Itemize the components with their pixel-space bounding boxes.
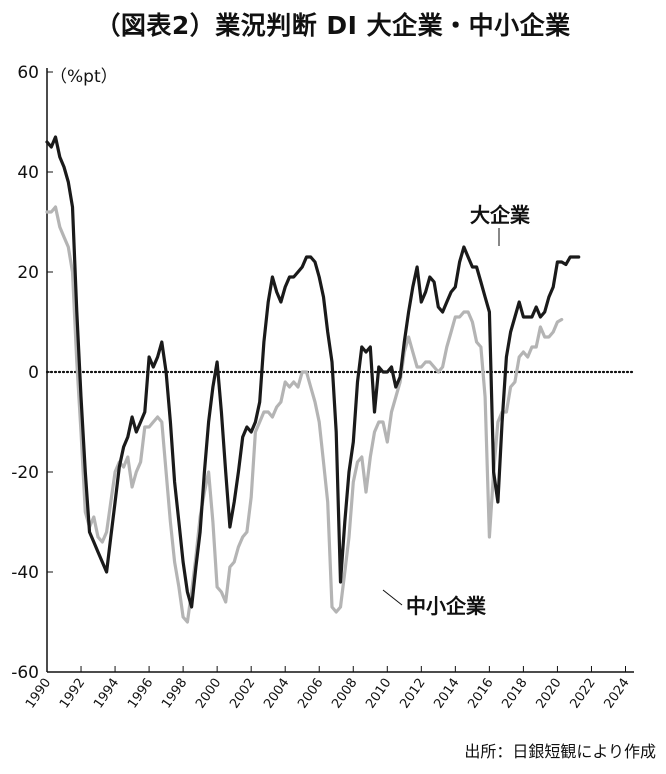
x-tick-label: 1994 — [91, 676, 122, 712]
x-tick-label: 2024 — [602, 676, 633, 712]
x-tick-label: 2006 — [295, 676, 326, 712]
chart-title: （図表2）業況判断 DI 大企業・中小企業 — [95, 11, 571, 40]
source-note: 出所：日銀短観により作成 — [464, 742, 656, 761]
series-label-small-firms: 中小企業 — [406, 594, 487, 618]
x-tick-label: 2014 — [431, 676, 462, 712]
x-tick-label: 1996 — [125, 676, 156, 712]
series-line-large-firms — [45, 135, 581, 609]
x-tick-label: 1992 — [57, 676, 88, 712]
x-tick-label: 2012 — [397, 676, 428, 712]
series-line-small-firms — [45, 205, 564, 624]
y-tick-label: -60 — [11, 663, 39, 683]
x-tick-label: 2016 — [465, 676, 496, 712]
y-tick-label: 60 — [17, 63, 39, 83]
x-tick-label: 2000 — [193, 676, 224, 712]
x-tick-label: 2018 — [499, 676, 530, 712]
y-tick-label: -40 — [11, 563, 39, 583]
x-tick-label: 2004 — [261, 676, 292, 712]
y-unit-label: （%pt） — [50, 67, 118, 87]
x-tick-label: 2020 — [533, 676, 564, 712]
x-tick-label: 2010 — [363, 676, 394, 712]
x-tick-label: 2022 — [567, 676, 598, 712]
series-label-large-firms: 大企業 — [470, 203, 531, 227]
y-tick-label: 20 — [17, 263, 39, 283]
series-label-small-firms-pointer — [382, 589, 403, 606]
y-tick-label: -20 — [11, 463, 39, 483]
y-tick-label: 40 — [17, 163, 39, 183]
x-tick-label: 2002 — [227, 676, 258, 712]
y-tick-label: 0 — [28, 363, 39, 383]
x-tick-label: 2008 — [329, 676, 360, 712]
x-tick-label: 1998 — [159, 676, 190, 712]
